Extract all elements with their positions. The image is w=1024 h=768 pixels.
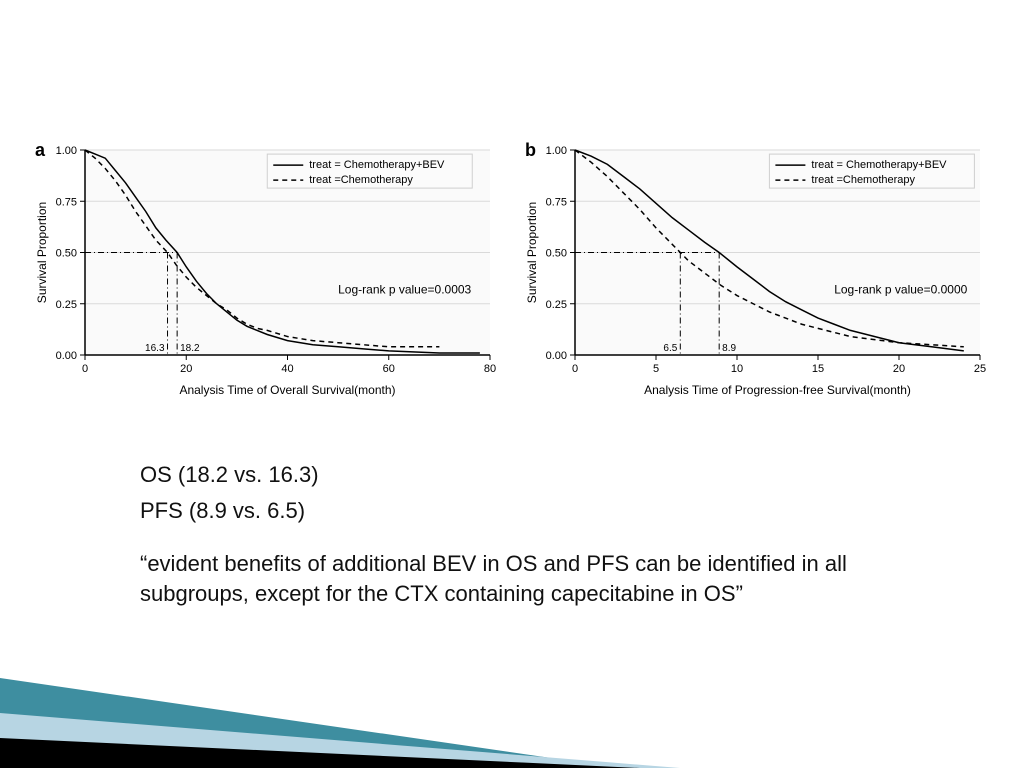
- chart-b: 0.00 0.25 0.50 0.75 1.00 0 5 10 15 20 25 Analysis T…: [520, 140, 990, 405]
- svg-text:treat =Chemotherapy: treat =Chemotherapy: [811, 174, 915, 186]
- svg-text:18.2: 18.2: [180, 343, 200, 354]
- svg-text:Survival Proportion: Survival Proportion: [525, 202, 539, 303]
- svg-text:0.25: 0.25: [546, 299, 567, 311]
- svg-text:Log-rank p value=0.0003: Log-rank p value=0.0003: [338, 283, 471, 297]
- chart-a: 0.00 0.25 0.50 0.75 1.00 0 20 40 60 80 Analysis Ti…: [30, 140, 500, 405]
- svg-text:5: 5: [653, 363, 659, 375]
- svg-text:b: b: [525, 140, 536, 160]
- svg-text:0.25: 0.25: [56, 299, 77, 311]
- caption-quote: “evident benefits of additional BEV in O…: [140, 549, 860, 608]
- svg-text:25: 25: [974, 363, 986, 375]
- survival-chart-b: 0.00 0.25 0.50 0.75 1.00 0 5 10 15 20 25 Analysis T…: [520, 140, 990, 400]
- svg-text:20: 20: [893, 363, 905, 375]
- svg-text:Analysis Time of Overall Survi: Analysis Time of Overall Survival(month): [179, 383, 395, 397]
- svg-text:treat = Chemotherapy+BEV: treat = Chemotherapy+BEV: [309, 159, 445, 171]
- caption-block: OS (18.2 vs. 16.3) PFS (8.9 vs. 6.5) “ev…: [140, 460, 860, 615]
- svg-text:0.50: 0.50: [56, 248, 77, 260]
- svg-text:0.00: 0.00: [56, 350, 77, 362]
- svg-text:20: 20: [180, 363, 192, 375]
- svg-text:0.50: 0.50: [546, 248, 567, 260]
- caption-pfs: PFS (8.9 vs. 6.5): [140, 496, 860, 526]
- svg-text:10: 10: [731, 363, 743, 375]
- svg-text:a: a: [35, 140, 46, 160]
- caption-os: OS (18.2 vs. 16.3): [140, 460, 860, 490]
- svg-text:80: 80: [484, 363, 496, 375]
- slide-decor: [0, 618, 1024, 768]
- svg-text:0: 0: [572, 363, 578, 375]
- svg-text:Analysis Time of Progression-f: Analysis Time of Progression-free Surviv…: [644, 383, 911, 397]
- svg-text:0.75: 0.75: [546, 196, 567, 208]
- svg-text:treat = Chemotherapy+BEV: treat = Chemotherapy+BEV: [811, 159, 947, 171]
- svg-text:15: 15: [812, 363, 824, 375]
- svg-text:60: 60: [383, 363, 395, 375]
- svg-text:treat =Chemotherapy: treat =Chemotherapy: [309, 174, 413, 186]
- svg-text:8.9: 8.9: [722, 343, 736, 354]
- survival-chart-a: 0.00 0.25 0.50 0.75 1.00 0 20 40 60 80 Analysis Ti…: [30, 140, 500, 400]
- svg-text:1.00: 1.00: [546, 145, 567, 157]
- svg-text:40: 40: [281, 363, 293, 375]
- svg-text:0.00: 0.00: [546, 350, 567, 362]
- svg-text:0: 0: [82, 363, 88, 375]
- svg-text:Survival Proportion: Survival Proportion: [35, 202, 49, 303]
- svg-text:1.00: 1.00: [56, 145, 77, 157]
- svg-text:Log-rank p value=0.0000: Log-rank p value=0.0000: [834, 283, 967, 297]
- svg-text:16.3: 16.3: [145, 343, 165, 354]
- svg-text:0.75: 0.75: [56, 196, 77, 208]
- svg-text:6.5: 6.5: [663, 343, 677, 354]
